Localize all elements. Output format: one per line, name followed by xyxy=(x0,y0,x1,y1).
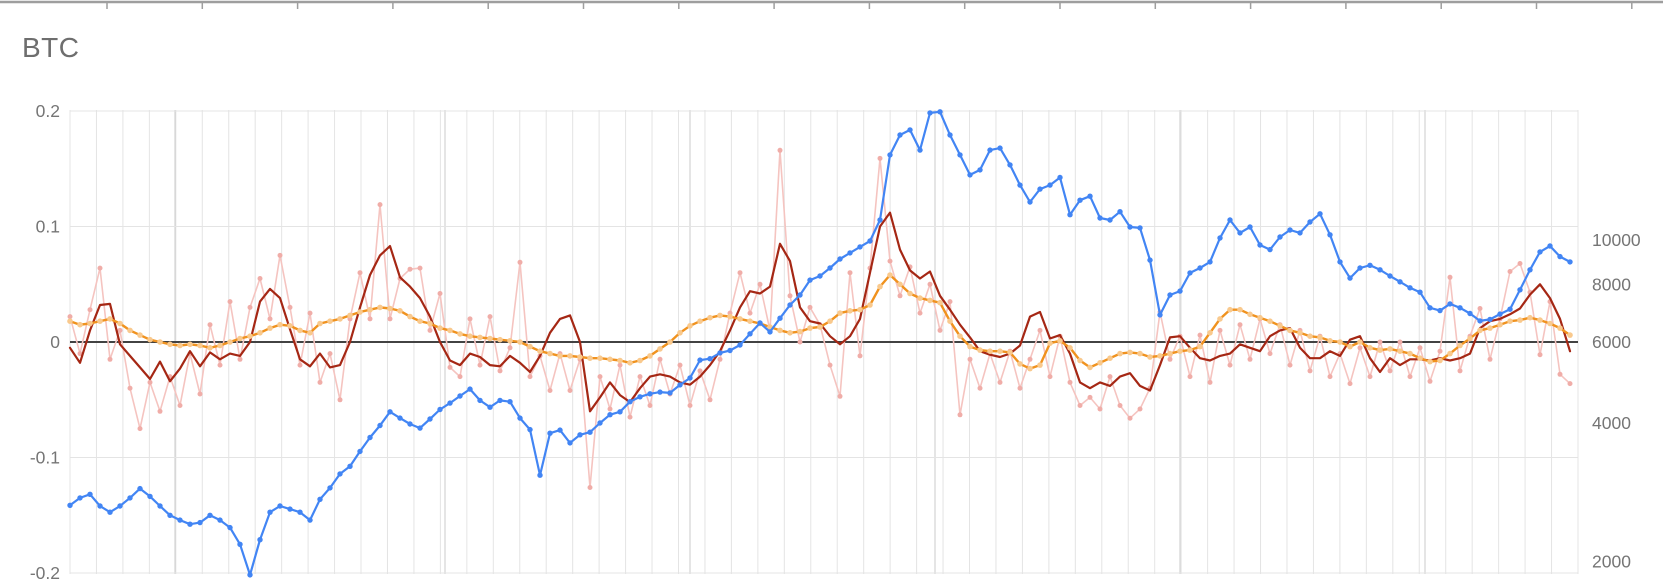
series-pink-raw xyxy=(69,149,1571,489)
series-orange-smooth xyxy=(68,273,1572,370)
chart-title: BTC xyxy=(22,32,80,63)
right-axis-tick: 2000 xyxy=(1592,551,1631,571)
left-axis-tick: -0.1 xyxy=(30,448,60,468)
left-axis-tick: 0 xyxy=(50,332,60,352)
left-axis-tick: 0.2 xyxy=(36,101,60,121)
right-axis-tick: 6000 xyxy=(1592,332,1631,352)
right-axis-tick: 8000 xyxy=(1592,275,1631,295)
right-axis-tick: 4000 xyxy=(1592,413,1631,433)
left-axis-tick: -0.2 xyxy=(30,563,60,583)
left-axis-tick: 0.1 xyxy=(36,217,60,237)
series-dark-red-smooth xyxy=(68,211,1572,413)
right-axis-tick: 10000 xyxy=(1592,230,1641,250)
